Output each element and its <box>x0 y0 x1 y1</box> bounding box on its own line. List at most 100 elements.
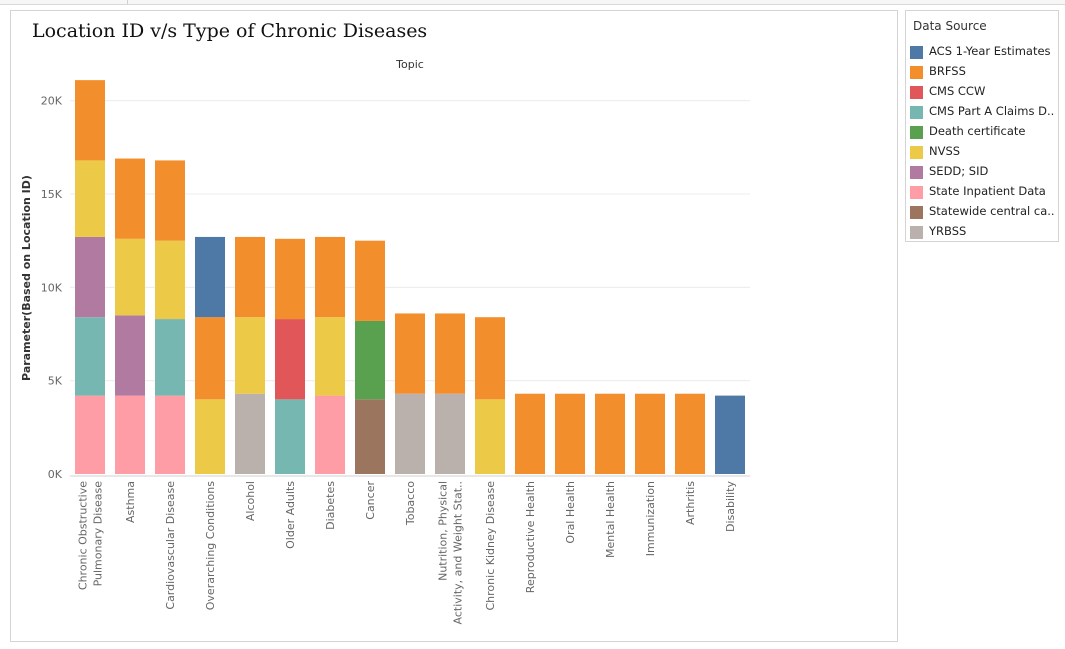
top-toolbar-strip <box>0 0 1065 5</box>
bar-segment <box>475 399 505 474</box>
x-category-label: Oral Health <box>564 481 577 544</box>
bar-segment <box>435 313 465 394</box>
topic-axis-label: Topic <box>395 58 424 71</box>
bar-segment <box>195 399 225 474</box>
legend-label: BRFSS <box>929 64 966 78</box>
legend-swatch <box>910 46 923 59</box>
x-category-label: Immunization <box>644 481 657 556</box>
y-tick-label: 10K <box>41 281 63 294</box>
legend-label: CMS CCW <box>929 84 986 98</box>
bar-segment <box>75 80 105 161</box>
bar-segment <box>395 313 425 394</box>
x-category-label: Arthritis <box>684 481 697 525</box>
data-source-legend[interactable]: Data Source ACS 1-Year Estimates BRFSS CMS… <box>905 10 1059 242</box>
bar-segment <box>75 160 105 237</box>
bar-segment <box>155 240 185 320</box>
bar-segment <box>275 238 305 320</box>
legend-item[interactable]: NVSS <box>910 143 1058 161</box>
bar-segment <box>355 399 385 474</box>
x-category-label: Chronic Obstructive <box>77 481 90 590</box>
bar-segment <box>675 393 705 474</box>
legend-item[interactable]: CMS Part A Claims D.. <box>910 103 1058 121</box>
legend-swatch <box>910 66 923 79</box>
legend-swatch <box>910 186 923 199</box>
bar-segment <box>115 395 145 474</box>
bar-segment <box>115 158 145 239</box>
y-tick-label: 5K <box>48 375 63 388</box>
bar-segment <box>715 395 745 474</box>
bar-segment <box>155 319 185 396</box>
bar-segment <box>395 393 425 474</box>
legend-label: State Inpatient Data <box>929 184 1046 198</box>
legend-swatch <box>910 126 923 139</box>
bar-segment <box>475 317 505 400</box>
chart-title: Location ID v/s Type of Chronic Diseases <box>32 20 428 42</box>
legend-item[interactable]: Statewide central ca.. <box>910 203 1058 221</box>
bar-segment <box>355 320 385 400</box>
bar-segment <box>435 393 465 474</box>
legend-label: CMS Part A Claims D.. <box>929 104 1055 118</box>
legend-item[interactable]: SEDD; SID <box>910 163 1058 181</box>
x-category-label: Tobacco <box>404 481 417 526</box>
y-tick-label: 15K <box>41 188 63 201</box>
bar-segment <box>355 240 385 321</box>
legend-label: YRBSS <box>929 224 967 238</box>
bar-segment <box>75 317 105 396</box>
x-category-label: Nutrition, Physical <box>437 481 450 581</box>
bar-segment <box>315 236 345 318</box>
bar-segment <box>595 393 625 474</box>
x-category-label: Cancer <box>364 481 377 520</box>
bar-segment <box>235 393 265 474</box>
legend-swatch <box>910 166 923 179</box>
bar-segment <box>195 236 225 318</box>
x-category-label: Pulmonary Disease <box>92 481 105 587</box>
bar-segment <box>275 399 305 474</box>
legend-item[interactable]: CMS CCW <box>910 83 1058 101</box>
x-category-label: Reproductive Health <box>524 481 537 593</box>
x-category-label: Chronic Kidney Disease <box>484 481 497 611</box>
x-category-label: Disability <box>724 481 737 532</box>
y-tick-label: 20K <box>41 95 63 108</box>
legend-swatch <box>910 106 923 119</box>
bar-segment <box>155 160 185 241</box>
y-axis-title: Parameter(Based on Location ID) <box>20 175 33 381</box>
bar-segment <box>75 395 105 474</box>
legend-label: Death certificate <box>929 124 1026 138</box>
legend-item[interactable]: State Inpatient Data <box>910 183 1058 201</box>
bar-segment <box>315 395 345 474</box>
x-category-label: Mental Health <box>604 481 617 558</box>
bar-segment <box>635 393 665 474</box>
bar-segment <box>275 319 305 400</box>
x-category-label: Diabetes <box>324 481 337 530</box>
bar-segment <box>115 315 145 396</box>
x-category-label: Alcohol <box>244 481 257 521</box>
legend-swatch <box>910 86 923 99</box>
legend-item[interactable]: YRBSS <box>910 223 1058 241</box>
bar-segment <box>75 236 105 318</box>
bar-segment <box>115 238 145 316</box>
bar-segment <box>155 395 185 474</box>
bar-segment <box>315 317 345 396</box>
toolbar-divider <box>127 0 128 4</box>
legend-item[interactable]: Death certificate <box>910 123 1058 141</box>
legend-label: ACS 1-Year Estimates <box>929 44 1051 58</box>
legend-label: NVSS <box>929 144 961 158</box>
x-category-label: Cardiovascular Disease <box>164 481 177 610</box>
bar-segment <box>235 317 265 394</box>
legend-item[interactable]: BRFSS <box>910 63 1058 81</box>
legend-swatch <box>910 206 923 219</box>
bar-segment <box>235 236 265 318</box>
stacked-bar-chart: 0K 5K 10K 15K 20K Topic Parameter(Based on Loc… <box>20 58 750 624</box>
bar-segment <box>515 393 545 474</box>
x-category-label: Overarching Conditions <box>204 481 217 610</box>
bar-segment <box>555 393 585 474</box>
legend-label: SEDD; SID <box>929 164 989 178</box>
legend-item[interactable]: ACS 1-Year Estimates <box>910 43 1058 61</box>
legend-label: Statewide central ca.. <box>929 204 1055 218</box>
y-tick-label: 0K <box>48 468 63 481</box>
legend-swatch <box>910 226 923 239</box>
x-category-label: Activity, and Weight Stat.. <box>452 481 465 624</box>
legend-swatch <box>910 146 923 159</box>
bar-segment <box>195 317 225 400</box>
x-category-label: Older Adults <box>284 481 297 549</box>
